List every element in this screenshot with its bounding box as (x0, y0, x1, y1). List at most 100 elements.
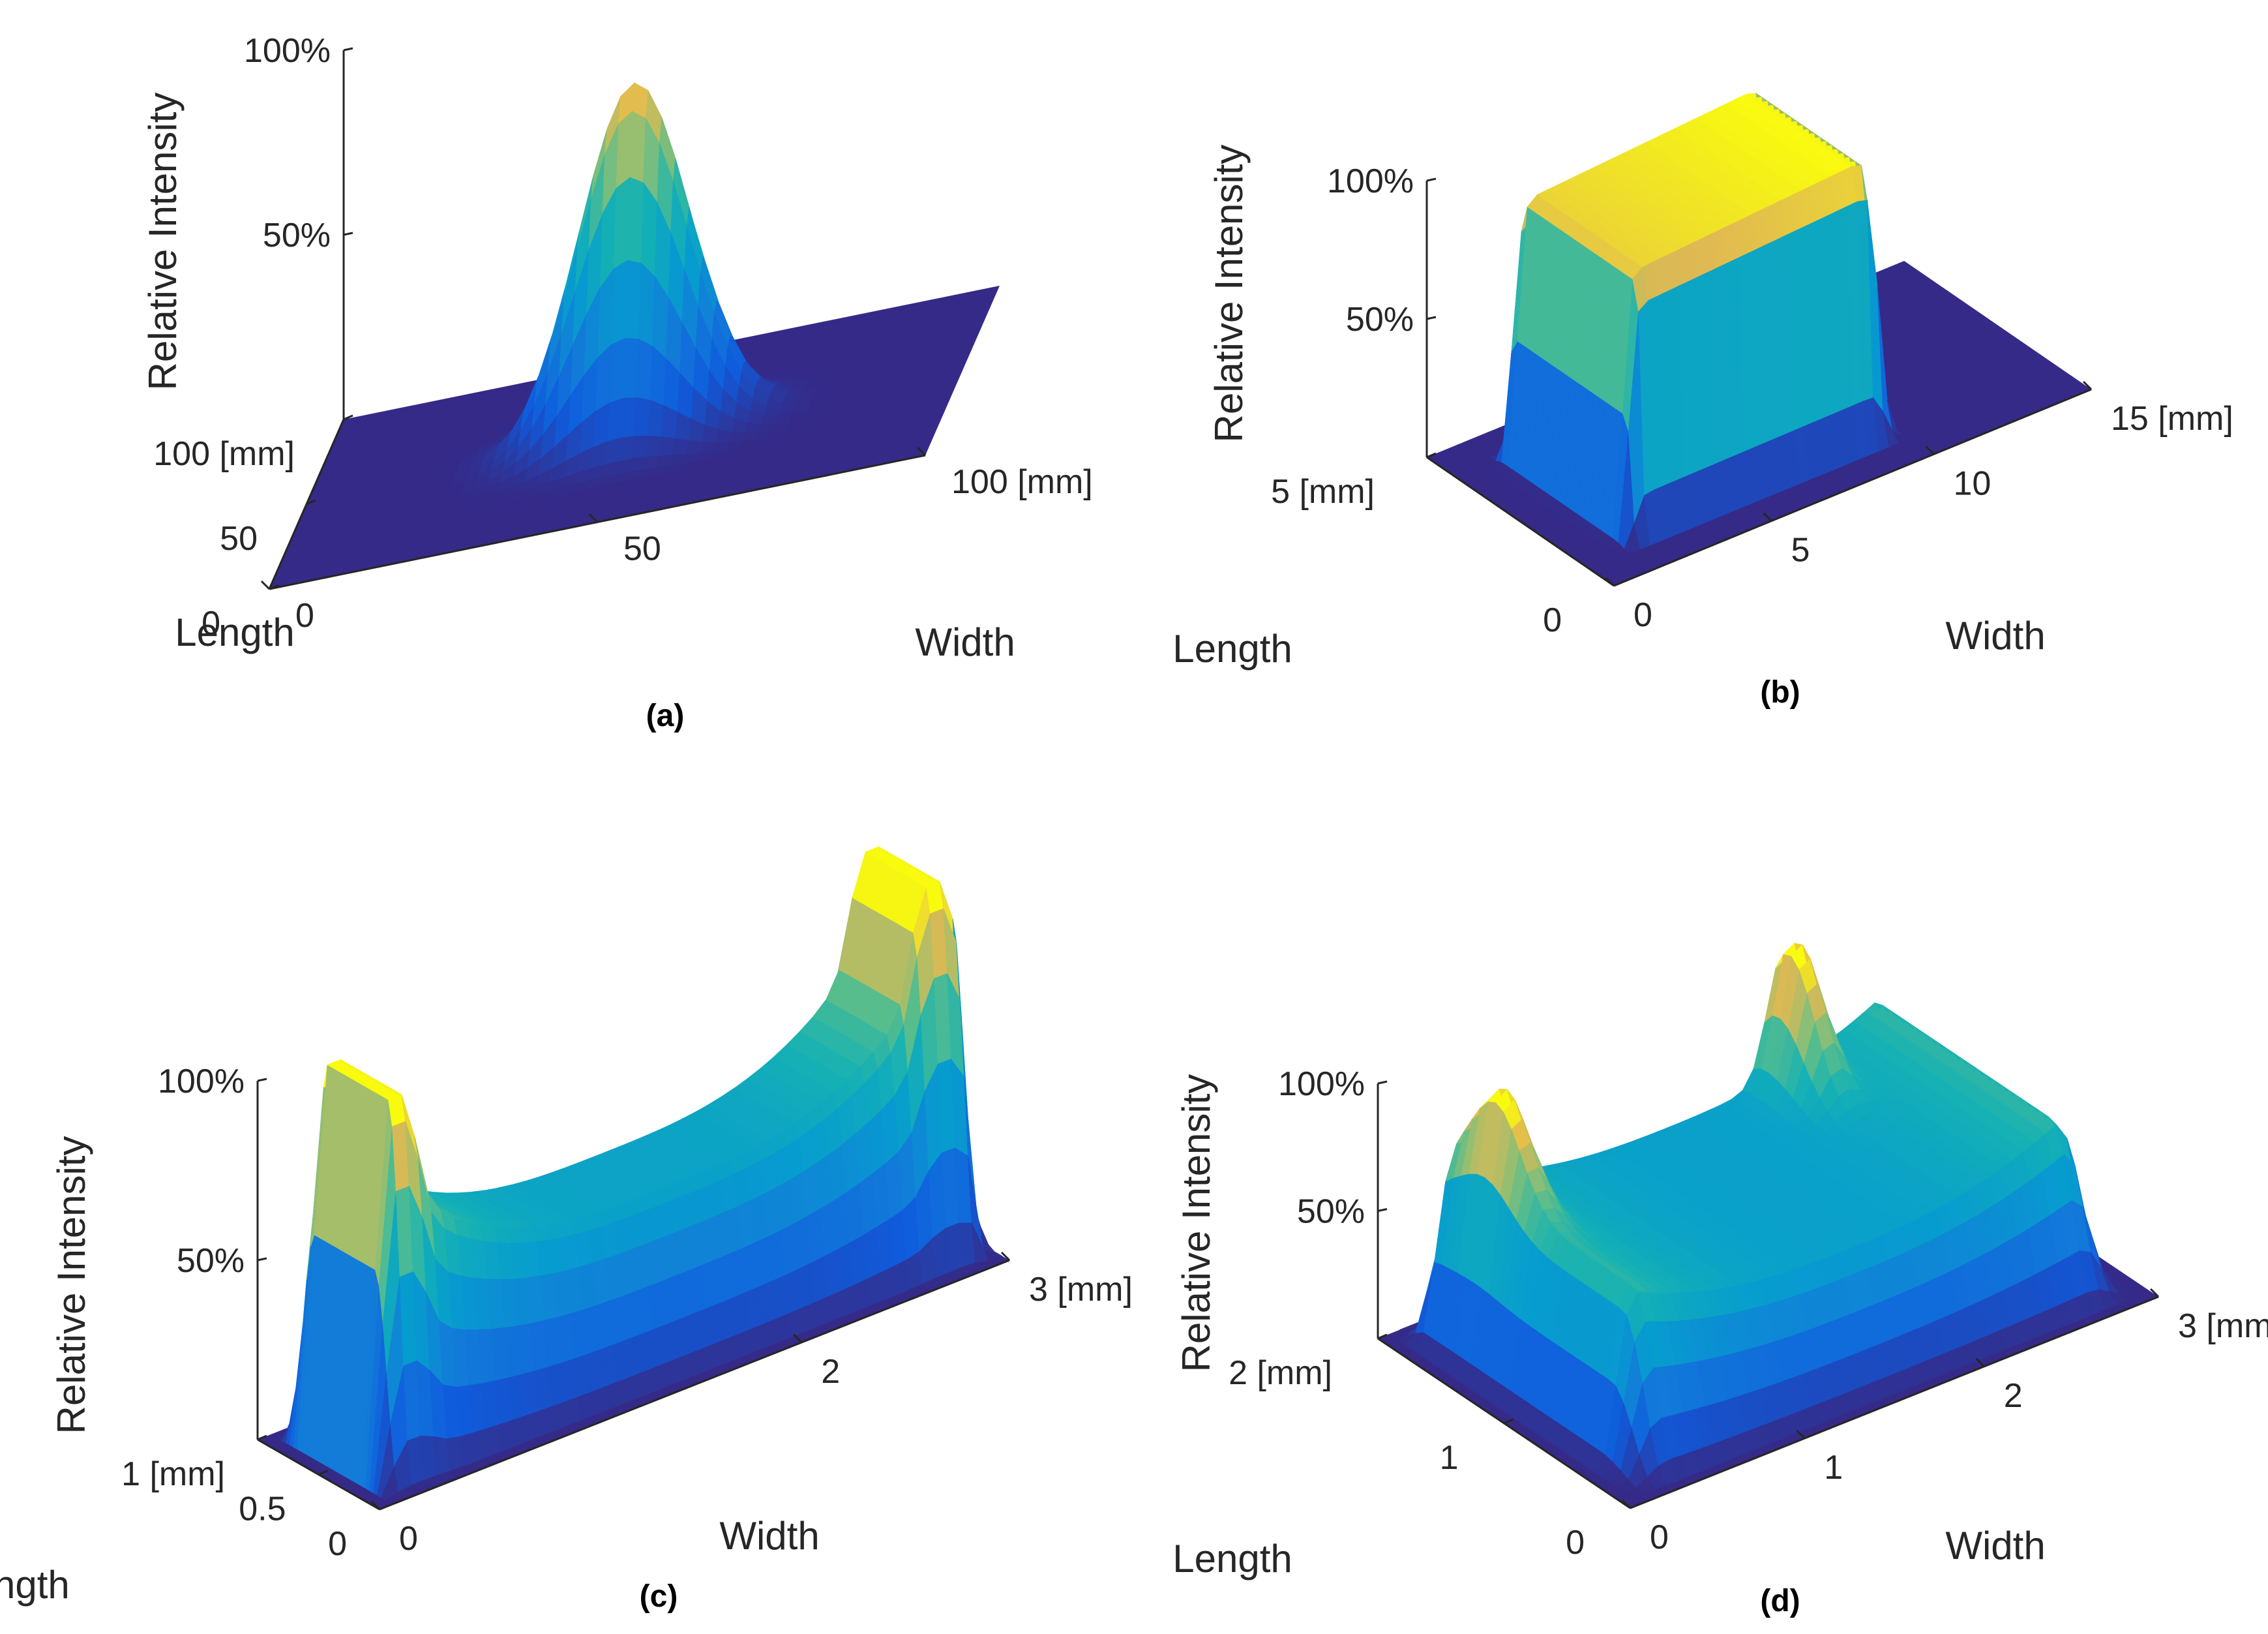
y-tick-mark (257, 1434, 267, 1441)
panel-a: 50% 100% 0 50 100 [mm] 0 50 100 [mm] Width Length… (141, 32, 1093, 733)
x-tick-mark (1975, 1357, 1985, 1367)
surface-cell (620, 397, 637, 439)
x-axis-line (379, 1259, 1010, 1511)
y-tick-mark (1426, 452, 1437, 459)
z-axis-label: Relative Intensity (1174, 1074, 1218, 1372)
y-tick-label: 0 (1566, 1524, 1585, 1562)
y-tick-label: 1 [mm] (121, 1455, 225, 1493)
surface-cell (631, 435, 648, 460)
y-tick-mark (306, 499, 316, 506)
x-tick-mark (916, 446, 927, 457)
y-tick-mark (1377, 1333, 1388, 1340)
y-axis-label: Length (1172, 627, 1292, 671)
z-tick-label: 50% (177, 1242, 245, 1280)
z-axis-label: Relative Intensity (1207, 145, 1251, 443)
surface-cell (659, 436, 676, 457)
surface-cell (636, 339, 653, 401)
x-tick-mark (1605, 577, 1615, 587)
x-tick-label: 0 (295, 597, 314, 635)
y-tick-mark (343, 414, 353, 421)
surface-cell (788, 416, 806, 424)
panel-caption: (c) (640, 1579, 678, 1614)
y-tick-label: 1 (1440, 1439, 1459, 1477)
z-axis-label: Relative Intensity (50, 1136, 93, 1434)
x-axis-label: Width (719, 1514, 819, 1558)
x-tick-label: 2 (821, 1353, 840, 1391)
z-axis-label: Relative Intensity (141, 93, 185, 391)
x-axis-label: Width (1945, 614, 2045, 658)
z-tick-label: 50% (1297, 1193, 1365, 1231)
surface-cell (711, 449, 728, 460)
surface-cell (634, 397, 651, 437)
y-tick-mark (1630, 1503, 1640, 1509)
x-tick-mark (1796, 1430, 1806, 1440)
surface-cell (741, 439, 758, 449)
surface-cell (798, 393, 815, 400)
surface-cell (800, 388, 818, 395)
surface-mesh (1396, 943, 2132, 1494)
z-tick-mark (1377, 1208, 1388, 1212)
surface-cell (638, 262, 655, 347)
panel-caption: (a) (646, 699, 685, 733)
x-tick-label: 0 (1634, 596, 1652, 634)
z-tick-label: 100% (244, 32, 331, 70)
x-tick-label: 1 (1824, 1449, 1843, 1487)
y-tick-label: 100 [mm] (153, 435, 295, 473)
z-tick-mark (1377, 1080, 1388, 1085)
x-tick-mark (588, 513, 599, 523)
surface-cell (984, 1250, 1003, 1261)
surface-cell (773, 423, 790, 432)
x-axis-label: Width (915, 620, 1015, 664)
surface-cell (779, 402, 797, 412)
y-tick-label: 50 (220, 520, 258, 558)
surface-cell (2112, 1284, 2132, 1294)
y-axis-label: Length (1172, 1537, 1292, 1581)
x-tick-mark (370, 1500, 381, 1511)
y-tick-label: 0 (328, 1525, 347, 1563)
x-tick-mark (1763, 512, 1772, 522)
z-tick-mark (343, 232, 353, 236)
surface-cell (2109, 1291, 2129, 1305)
x-tick-mark (1000, 1251, 1011, 1262)
y-tick-label: 0 (201, 605, 220, 643)
y-tick-label: 0.5 (239, 1490, 286, 1528)
surface-cell (629, 111, 646, 183)
z-tick-mark (1426, 316, 1437, 320)
x-tick-label: 10 (1953, 464, 1991, 502)
y-axis-label: Length (175, 611, 295, 654)
x-tick-label: 0 (1650, 1519, 1669, 1556)
x-tick-mark (2149, 1288, 2160, 1298)
z-tick-label: 100% (1278, 1065, 1365, 1103)
surface-mesh (1489, 93, 1909, 554)
x-tick-mark (1621, 1499, 1632, 1509)
y-tick-label: 2 [mm] (1229, 1354, 1332, 1392)
surface-cell (611, 260, 628, 346)
x-tick-label: 100 [mm] (951, 463, 1093, 501)
x-tick-label: 3 [mm] (1029, 1271, 1133, 1309)
x-tick-label: 2 (2004, 1377, 2023, 1415)
panel-caption: (d) (1760, 1584, 1800, 1618)
z-tick-mark (343, 47, 353, 52)
x-tick-label: 50 (623, 530, 661, 568)
surface-cell (622, 338, 640, 399)
x-tick-mark (2082, 380, 2093, 391)
y-tick-mark (269, 584, 279, 590)
z-tick-label: 100% (1327, 162, 1414, 200)
y-tick-mark (1503, 1418, 1514, 1425)
surface-mesh (277, 845, 1003, 1500)
x-tick-mark (260, 580, 271, 590)
x-tick-label: 0 (399, 1520, 418, 1558)
z-tick-mark (257, 1078, 267, 1082)
surface-cell (627, 177, 644, 264)
panel-c: 50% 100% 0 2 3 [mm] 0 0.5 1 [mm] Width Length Rela… (0, 845, 1133, 1614)
surface-cell (761, 416, 779, 425)
surface-cell (962, 1262, 980, 1274)
y-tick-label: 5 [mm] (1271, 473, 1375, 511)
x-axis-line (1630, 1295, 2159, 1509)
y-tick-label: 0 (1543, 601, 1562, 639)
surface-cell (756, 431, 774, 440)
surface-cell (668, 463, 685, 474)
surface-cell (450, 1465, 468, 1477)
surface-cell (648, 400, 664, 438)
surface-cell (715, 429, 733, 443)
